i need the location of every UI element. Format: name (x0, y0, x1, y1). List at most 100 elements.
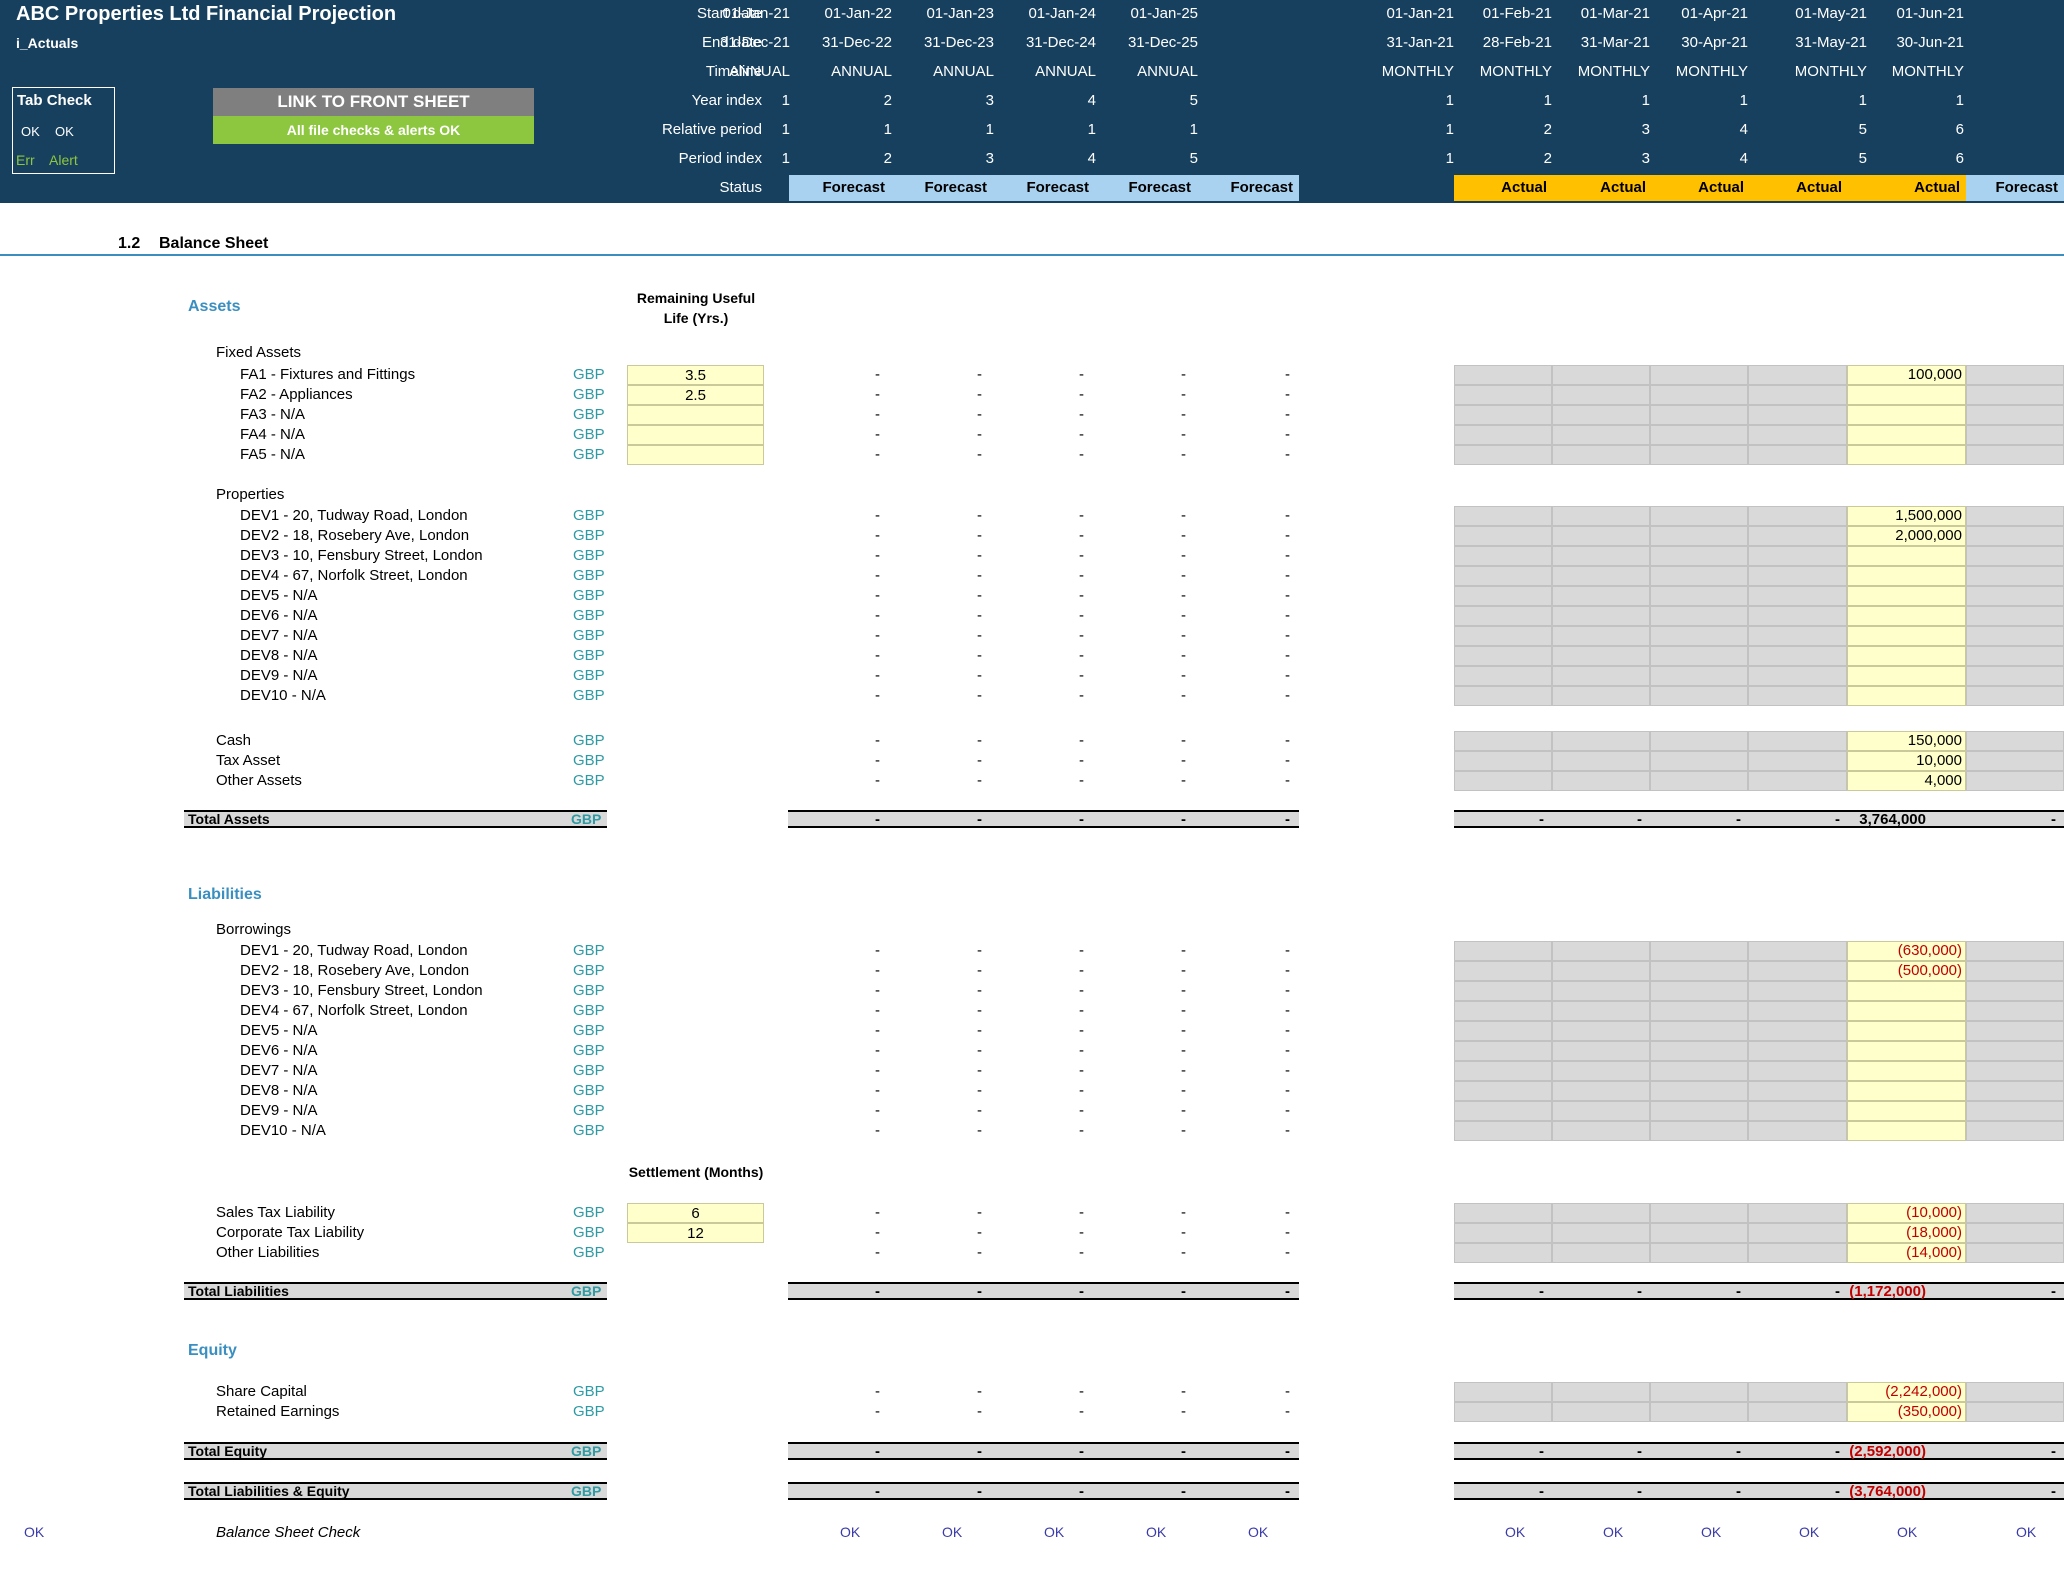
total-assets-dash-a0: - (875, 811, 880, 828)
equity-item-2-cell-m3 (1748, 1402, 1847, 1422)
check-ok-monthly-5: OK (1897, 1524, 1918, 1540)
borrowing-9-cell-m4[interactable] (1847, 1101, 1966, 1121)
borrowing-1-may-value[interactable]: (630,000) (1897, 942, 1962, 959)
header-monthly-0-timeline: MONTHLY (1381, 63, 1454, 80)
asset-other-3-dash-a4: - (1285, 772, 1290, 789)
useful-life-input-4[interactable] (627, 425, 764, 445)
asset-other-3-dash-a1: - (977, 772, 982, 789)
header-monthly-2-start: 01-Mar-21 (1580, 5, 1650, 22)
total-liabilities-equity-dash-m2: - (1736, 1483, 1741, 1500)
equity-item-1-cell-m4[interactable] (1847, 1382, 1966, 1402)
property-3-cell-m4[interactable] (1847, 546, 1966, 566)
liabilities-heading: Liabilities (188, 886, 262, 903)
equity-item-2-may-value[interactable]: (350,000) (1897, 1403, 1962, 1420)
liability-1-currency: GBP (573, 1204, 605, 1221)
borrowing-9-dash-a0: - (875, 1102, 880, 1119)
asset-other-3-may-value[interactable]: 4,000 (1924, 772, 1962, 789)
property-1-cell-m4[interactable] (1847, 506, 1966, 526)
property-1-may-value[interactable]: 1,500,000 (1895, 507, 1962, 524)
property-5-cell-m4[interactable] (1847, 586, 1966, 606)
property-7-cell-m4[interactable] (1847, 626, 1966, 646)
equity-item-2-cell-m5 (1966, 1402, 2064, 1422)
property-6-dash-a1: - (977, 607, 982, 624)
useful-life-input-2[interactable]: 2.5 (627, 385, 764, 405)
liability-1-cell-m4[interactable] (1847, 1203, 1966, 1223)
equity-item-1-may-value[interactable]: (2,242,000) (1885, 1383, 1962, 1400)
header-monthly-5-timeline: MONTHLY (1891, 63, 1964, 80)
borrowing-5-cell-m4[interactable] (1847, 1021, 1966, 1041)
property-10-dash-a2: - (1079, 687, 1084, 704)
property-4-cell-m4[interactable] (1847, 566, 1966, 586)
borrowing-3-cell-m4[interactable] (1847, 981, 1966, 1001)
asset-other-3-cell-m4[interactable] (1847, 771, 1966, 791)
fixed-asset-1-cell-m5 (1966, 365, 2064, 385)
fixed-asset-3-cell-m4[interactable] (1847, 405, 1966, 425)
liability-2-cell-m4[interactable] (1847, 1223, 1966, 1243)
borrowing-6-cell-m4[interactable] (1847, 1041, 1966, 1061)
fixed-asset-4-dash-a1: - (977, 426, 982, 443)
header-annual-0-timeline: ANNUAL (729, 63, 790, 80)
property-7-cell-m3 (1748, 626, 1847, 646)
equity-item-1-cell-m0 (1454, 1382, 1552, 1402)
property-1-dash-a0: - (875, 507, 880, 524)
borrowing-2-cell-m4[interactable] (1847, 961, 1966, 981)
property-2-may-value[interactable]: 2,000,000 (1895, 527, 1962, 544)
liability-3-dash-a1: - (977, 1244, 982, 1261)
link-to-front-sheet-button[interactable]: LINK TO FRONT SHEET (213, 88, 534, 116)
asset-other-1-may-value[interactable]: 150,000 (1907, 732, 1962, 749)
liability-3-cell-m4[interactable] (1847, 1243, 1966, 1263)
fixed-asset-2-dash-a0: - (875, 386, 880, 403)
equity-item-2-cell-m4[interactable] (1847, 1402, 1966, 1422)
asset-other-2-may-value[interactable]: 10,000 (1916, 752, 1962, 769)
borrowing-9-dash-a1: - (977, 1102, 982, 1119)
property-10-cell-m0 (1454, 686, 1552, 706)
fixed-asset-5-cell-m4[interactable] (1847, 445, 1966, 465)
equity-item-2-dash-a0: - (875, 1403, 880, 1420)
fixed-asset-4-cell-m4[interactable] (1847, 425, 1966, 445)
fixed-asset-1-cell-m4[interactable] (1847, 365, 1966, 385)
settlement-input-2[interactable]: 12 (627, 1223, 764, 1243)
liability-3-may-value[interactable]: (14,000) (1906, 1244, 1962, 1261)
liability-1-cell-m2 (1650, 1203, 1748, 1223)
borrowing-1-cell-m4[interactable] (1847, 941, 1966, 961)
property-10-cell-m4[interactable] (1847, 686, 1966, 706)
borrowing-2-may-value[interactable]: (500,000) (1897, 962, 1962, 979)
asset-other-2-cell-m4[interactable] (1847, 751, 1966, 771)
borrowing-1-label: DEV1 - 20, Tudway Road, London (240, 942, 468, 959)
borrowing-8-cell-m4[interactable] (1847, 1081, 1966, 1101)
property-2-dash-a3: - (1181, 527, 1186, 544)
asset-other-1-cell-m0 (1454, 731, 1552, 751)
useful-life-input-5[interactable] (627, 445, 764, 465)
property-1-dash-a4: - (1285, 507, 1290, 524)
property-6-cell-m4[interactable] (1847, 606, 1966, 626)
borrowing-2-dash-a3: - (1181, 962, 1186, 979)
property-7-dash-a3: - (1181, 627, 1186, 644)
header-monthly-1-timeline: MONTHLY (1479, 63, 1552, 80)
fixed-asset-1-may-value[interactable]: 100,000 (1907, 366, 1962, 383)
property-4-dash-a1: - (977, 567, 982, 584)
borrowing-10-cell-m4[interactable] (1847, 1121, 1966, 1141)
useful-life-input-3[interactable] (627, 405, 764, 425)
fixed-asset-2-currency: GBP (573, 386, 605, 403)
liability-1-may-value[interactable]: (10,000) (1906, 1204, 1962, 1221)
borrowing-1-dash-a3: - (1181, 942, 1186, 959)
asset-other-2-cell-m2 (1650, 751, 1748, 771)
file-checks-status: All file checks & alerts OK (213, 116, 534, 144)
borrowing-7-cell-m4[interactable] (1847, 1061, 1966, 1081)
fixed-asset-2-dash-a2: - (1079, 386, 1084, 403)
total-assets-dash-a3: - (1181, 811, 1186, 828)
header-annual-4-start: 01-Jan-25 (1130, 5, 1198, 22)
borrowing-4-cell-m4[interactable] (1847, 1001, 1966, 1021)
asset-other-1-cell-m4[interactable] (1847, 731, 1966, 751)
useful-life-input-1[interactable]: 3.5 (627, 365, 764, 385)
settlement-input-1[interactable]: 6 (627, 1203, 764, 1223)
property-9-cell-m4[interactable] (1847, 666, 1966, 686)
fixed-asset-3-cell-m2 (1650, 405, 1748, 425)
liability-2-may-value[interactable]: (18,000) (1906, 1224, 1962, 1241)
fixed-asset-2-cell-m4[interactable] (1847, 385, 1966, 405)
fixed-asset-3-currency: GBP (573, 406, 605, 423)
tab-check-box: Tab Check OK OK Err Alert (12, 87, 115, 174)
property-2-cell-m4[interactable] (1847, 526, 1966, 546)
property-8-cell-m4[interactable] (1847, 646, 1966, 666)
header-annual-0-year: 1 (781, 92, 790, 109)
